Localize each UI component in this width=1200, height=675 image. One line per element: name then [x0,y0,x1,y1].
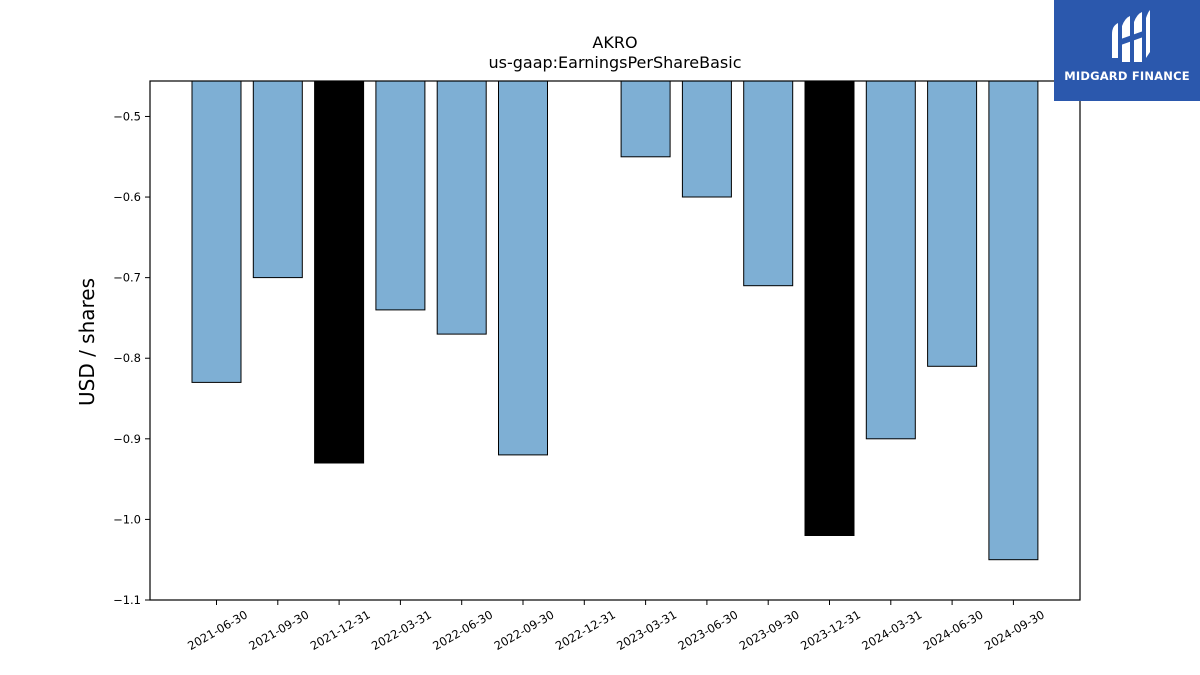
x-tick-label: 2024-06-30 [921,607,986,653]
bar-2023-03-31 [620,80,671,158]
bar-2024-06-30 [927,80,978,367]
y-tick-label: −0.5 [113,109,141,123]
chart-title: AKRO [592,33,638,52]
y-axis: −0.5 −0.6 −0.7 −0.8 −0.9 −1.0 −1.1 [113,109,150,607]
x-tick-label: 2024-09-30 [982,607,1047,653]
y-tick-label: −0.6 [113,190,141,204]
plot-frame [149,80,1081,601]
y-tick-label: −1.0 [113,512,141,526]
x-tick-label: 2022-03-31 [369,607,434,653]
x-tick-label: 2021-09-30 [246,607,311,653]
bar-2024-09-30 [988,80,1039,561]
bar-2022-06-30 [436,80,487,335]
x-tick-label: 2021-06-30 [185,607,250,653]
y-tick-label: −1.1 [113,593,141,607]
bar-2024-03-31 [865,80,916,440]
x-tick-label: 2021-12-31 [308,607,373,653]
y-tick-label: −0.7 [113,271,141,285]
x-tick-label: 2022-09-30 [492,607,557,653]
chart-subtitle: us-gaap:EarningsPerShareBasic [488,53,742,72]
bar-2021-12-31 [314,80,365,464]
bar-2022-03-31 [375,80,426,311]
x-axis: 2021-06-302021-09-302021-12-312022-03-31… [185,600,1047,653]
bars-group [191,80,1039,561]
brand-logo: MIDGARD FINANCE [1054,0,1200,101]
x-tick-label: 2022-12-31 [553,607,618,653]
x-tick-label: 2022-06-30 [430,607,495,653]
y-tick-label: −0.9 [113,432,141,446]
x-tick-label: 2023-03-31 [614,607,679,653]
logo-text: MIDGARD FINANCE [1064,69,1190,83]
bar-2021-09-30 [252,80,303,279]
x-tick-label: 2024-03-31 [859,607,924,653]
y-tick-label: −0.8 [113,351,141,365]
bar-2023-09-30 [743,80,794,287]
midgard-logo-icon [1112,10,1150,62]
x-tick-label: 2023-06-30 [676,607,741,653]
x-tick-label: 2023-12-31 [798,607,863,653]
bar-2023-12-31 [804,80,855,536]
bar-2023-06-30 [681,80,732,198]
x-tick-label: 2023-09-30 [737,607,802,653]
bar-2021-06-30 [191,80,242,383]
bar-2022-09-30 [498,80,548,456]
y-axis-label: USD / shares [75,278,99,406]
